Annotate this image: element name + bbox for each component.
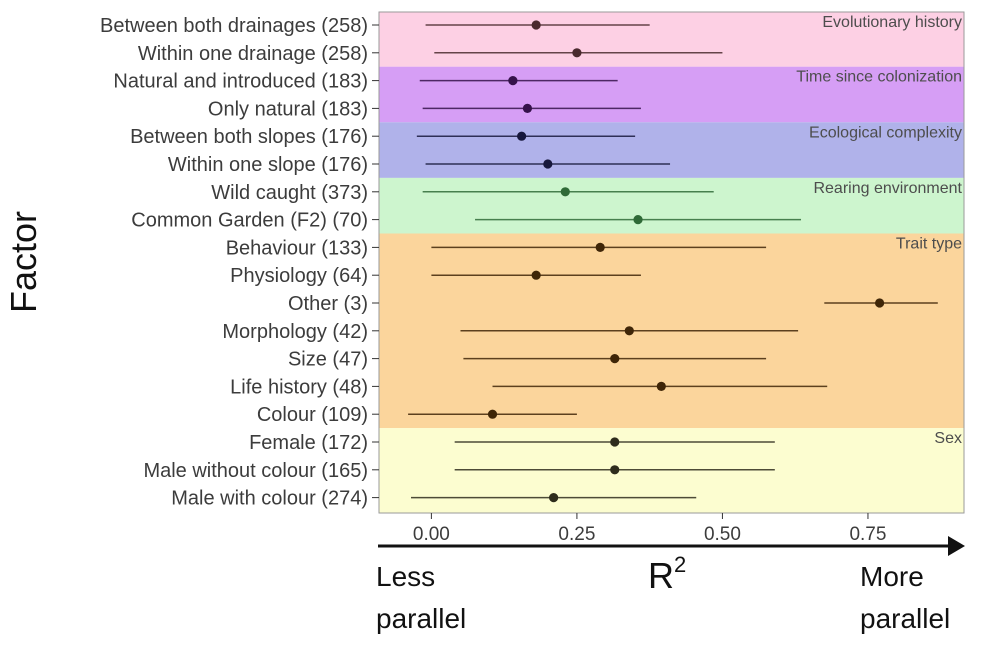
point-within-one-drainage-258	[572, 48, 582, 58]
row-label-male-without-colour-165: Male without colour (165)	[143, 460, 368, 482]
x-tick-label-0: 0.00	[413, 524, 450, 545]
group-label-evolutionary-history: Evolutionary history	[822, 14, 962, 31]
y-tick-labels: Between both drainages (258) Within one d…	[100, 15, 379, 510]
row-label-within-one-drainage-258: Within one drainage (258)	[138, 43, 368, 65]
x-axis-title-superscript: 2	[674, 552, 686, 577]
row-label-only-natural-183: Only natural (183)	[208, 98, 368, 120]
point-morphology-42	[624, 326, 634, 336]
panel-border	[378, 11, 965, 514]
x-axis-title-base: R	[648, 555, 674, 596]
group-label-trait-type: Trait type	[896, 236, 962, 253]
point-other-3	[874, 298, 885, 308]
more-parallel-line-1: More	[860, 561, 924, 592]
point-natural-and-introduced-183	[508, 76, 518, 86]
x-axis-arrow	[378, 536, 965, 556]
point-male-with-colour-274	[549, 493, 559, 503]
point-within-one-slope-176	[543, 159, 553, 169]
row-label-size-47: Size (47)	[288, 349, 368, 371]
point-colour-109	[487, 409, 498, 419]
row-label-life-history-48: Life history (48)	[230, 376, 368, 398]
estimate-points	[487, 20, 885, 503]
point-behaviour-133	[595, 242, 605, 252]
x-tick-label-1: 0.25	[558, 524, 595, 545]
row-label-female-172: Female (172)	[249, 432, 368, 454]
point-physiology-64	[531, 270, 541, 280]
group-label-ecological-complexity: Ecological complexity	[809, 124, 962, 141]
row-label-physiology-64: Physiology (64)	[230, 265, 368, 287]
row-label-common-garden-f2-70: Common Garden (F2) (70)	[131, 210, 368, 232]
less-parallel-label: Less parallel	[376, 561, 466, 634]
row-label-colour-109: Colour (109)	[257, 404, 368, 426]
row-label-within-one-slope-176: Within one slope (176)	[168, 154, 368, 176]
y-axis-title: Factor	[3, 211, 44, 313]
row-label-between-both-drainages-258: Between both drainages (258)	[100, 15, 368, 37]
group-label-sex: Sex	[934, 430, 962, 447]
group-label-time-since-colonization: Time since colonization	[796, 69, 962, 86]
point-female-172	[610, 437, 620, 447]
row-label-morphology-42: Morphology (42)	[222, 321, 368, 343]
point-size-47	[610, 354, 620, 364]
band-ecological-complexity	[379, 122, 964, 178]
x-tick-label-3: 0.75	[849, 524, 886, 545]
point-common-garden-f2-70	[633, 215, 643, 225]
row-label-between-both-slopes-176: Between both slopes (176)	[130, 126, 368, 148]
less-parallel-line-1: Less	[376, 561, 435, 592]
row-label-male-with-colour-274: Male with colour (274)	[171, 488, 368, 510]
row-label-other-3: Other (3)	[288, 293, 368, 315]
point-only-natural-183	[522, 103, 533, 113]
band-rearing-environment	[379, 177, 964, 234]
x-tick-label-2: 0.50	[704, 524, 741, 545]
point-male-without-colour-165	[610, 465, 620, 475]
point-between-both-slopes-176	[517, 131, 527, 141]
band-time-since-colonization	[379, 66, 964, 123]
row-label-natural-and-introduced-183: Natural and introduced (183)	[113, 71, 368, 93]
group-label-rearing-environment: Rearing environment	[813, 180, 962, 197]
point-between-both-drainages-258	[531, 20, 541, 30]
axis-arrow-head	[948, 536, 965, 556]
row-label-behaviour-133: Behaviour (133)	[226, 237, 368, 259]
x-axis-ticks: 0.00 0.25 0.50 0.75	[413, 513, 886, 545]
point-wild-caught-373	[560, 187, 570, 197]
group-labels: Evolutionary history Time since colonizat…	[796, 14, 962, 447]
more-parallel-line-2: parallel	[860, 603, 950, 634]
point-life-history-48	[656, 381, 666, 391]
more-parallel-label: More parallel	[860, 561, 950, 634]
x-axis-title: R2	[648, 552, 686, 596]
less-parallel-line-2: parallel	[376, 603, 466, 634]
group-bands	[379, 12, 964, 513]
row-label-wild-caught-373: Wild caught (373)	[211, 182, 368, 204]
band-evolutionary-history	[379, 12, 964, 67]
